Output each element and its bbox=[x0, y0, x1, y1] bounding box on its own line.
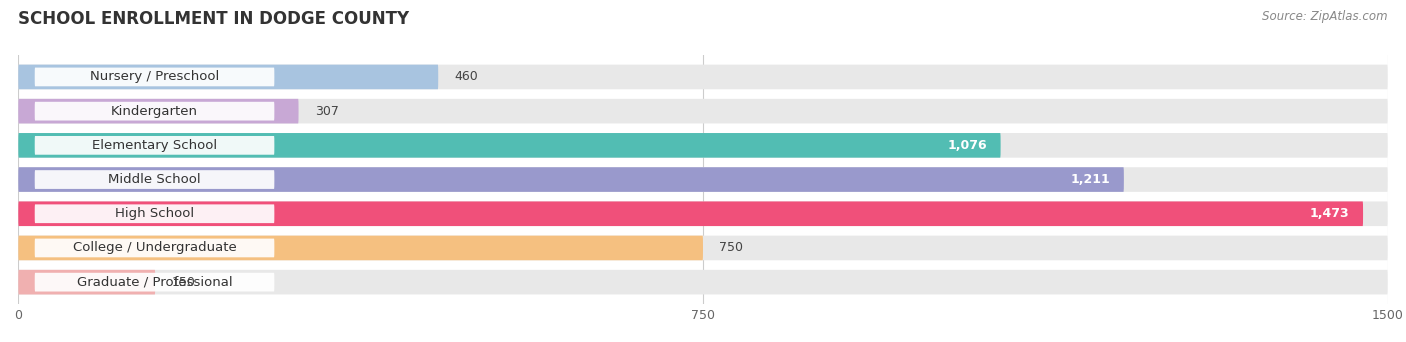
Text: 750: 750 bbox=[720, 241, 744, 254]
FancyBboxPatch shape bbox=[18, 99, 1388, 123]
Text: Middle School: Middle School bbox=[108, 173, 201, 186]
Text: SCHOOL ENROLLMENT IN DODGE COUNTY: SCHOOL ENROLLMENT IN DODGE COUNTY bbox=[18, 10, 409, 28]
Text: Source: ZipAtlas.com: Source: ZipAtlas.com bbox=[1263, 10, 1388, 23]
FancyBboxPatch shape bbox=[18, 270, 1388, 294]
Text: 460: 460 bbox=[454, 70, 478, 83]
Text: Kindergarten: Kindergarten bbox=[111, 105, 198, 118]
FancyBboxPatch shape bbox=[35, 273, 274, 291]
Text: 150: 150 bbox=[172, 276, 195, 289]
Text: Elementary School: Elementary School bbox=[91, 139, 217, 152]
FancyBboxPatch shape bbox=[18, 201, 1362, 226]
FancyBboxPatch shape bbox=[18, 167, 1388, 192]
FancyBboxPatch shape bbox=[18, 133, 1001, 158]
FancyBboxPatch shape bbox=[35, 102, 274, 120]
FancyBboxPatch shape bbox=[18, 236, 1388, 260]
FancyBboxPatch shape bbox=[35, 136, 274, 155]
Text: College / Undergraduate: College / Undergraduate bbox=[73, 241, 236, 254]
Text: High School: High School bbox=[115, 207, 194, 220]
FancyBboxPatch shape bbox=[35, 205, 274, 223]
Text: Graduate / Professional: Graduate / Professional bbox=[77, 276, 232, 289]
Text: 1,076: 1,076 bbox=[948, 139, 987, 152]
Text: 1,211: 1,211 bbox=[1070, 173, 1111, 186]
FancyBboxPatch shape bbox=[18, 236, 703, 260]
Text: 307: 307 bbox=[315, 105, 339, 118]
FancyBboxPatch shape bbox=[35, 68, 274, 86]
FancyBboxPatch shape bbox=[18, 65, 1388, 89]
FancyBboxPatch shape bbox=[18, 65, 439, 89]
Text: 1,473: 1,473 bbox=[1310, 207, 1350, 220]
FancyBboxPatch shape bbox=[18, 167, 1123, 192]
FancyBboxPatch shape bbox=[35, 170, 274, 189]
FancyBboxPatch shape bbox=[18, 201, 1388, 226]
FancyBboxPatch shape bbox=[18, 133, 1388, 158]
FancyBboxPatch shape bbox=[35, 239, 274, 257]
FancyBboxPatch shape bbox=[18, 99, 298, 123]
FancyBboxPatch shape bbox=[18, 270, 155, 294]
Text: Nursery / Preschool: Nursery / Preschool bbox=[90, 70, 219, 83]
